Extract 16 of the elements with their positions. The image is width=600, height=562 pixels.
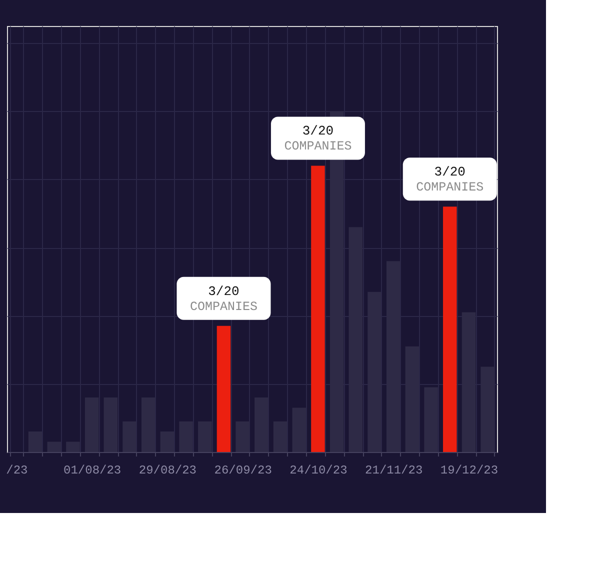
bar [216,326,231,452]
x-tick-label: 29/08/23 [138,464,196,478]
x-tick-label: 26/09/23 [214,464,272,478]
bar [311,166,325,452]
x-tick-label: 01/08/23 [64,464,122,478]
annotation: 3/20 [302,124,334,139]
x-tick-label: /23 [6,464,28,478]
x-tick-label: 21/11/23 [365,464,423,478]
x-tick-label: 19/12/23 [440,464,498,478]
annotation: COMPANIES [190,300,258,314]
bar [443,206,457,452]
annotation: 3/20 [208,284,240,299]
annotation: COMPANIES [416,180,484,195]
x-tick-label: 24/10/23 [290,464,348,478]
annotation: COMPANIES [284,140,352,154]
annotation: 3/20 [434,164,466,180]
